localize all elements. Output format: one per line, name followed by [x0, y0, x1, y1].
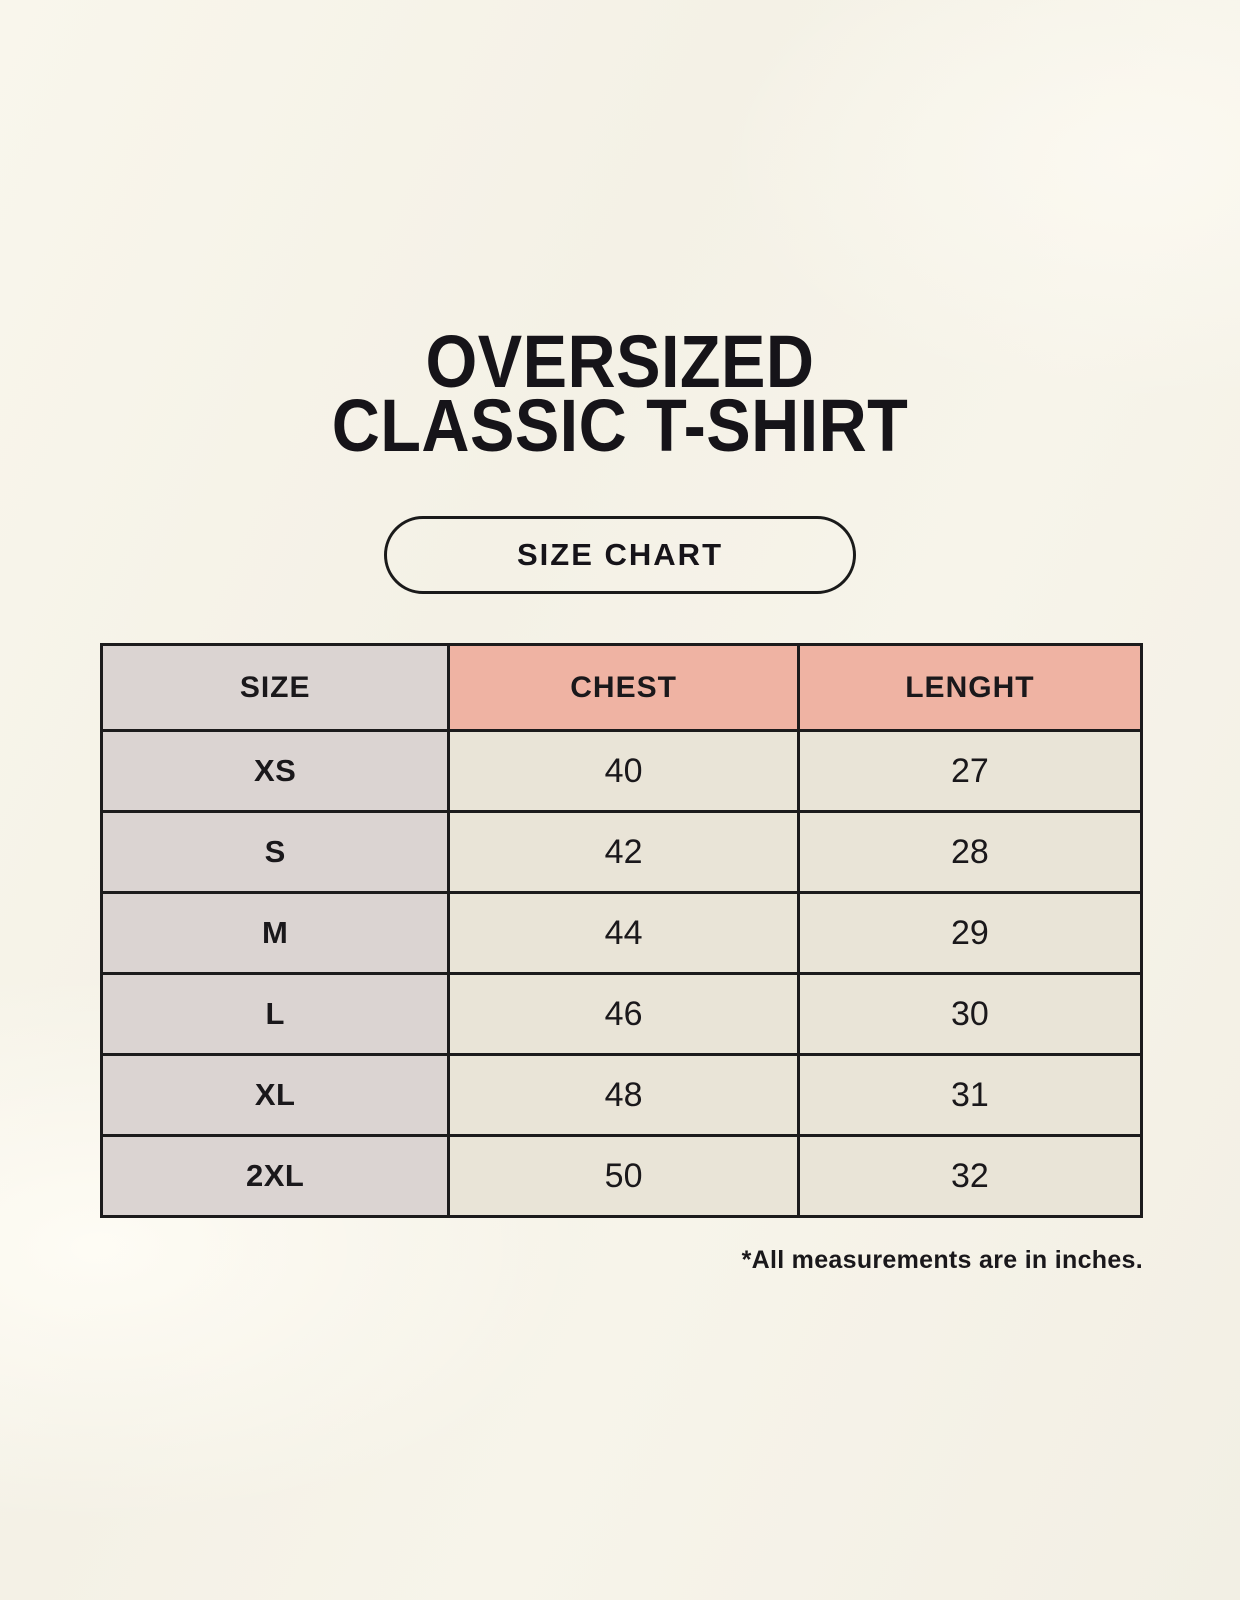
table-cell-size: L — [99, 972, 451, 1056]
table-cell-chest: 50 — [447, 1134, 800, 1218]
measurements-footnote: *All measurements are in inches. — [741, 1246, 1143, 1274]
table-cell-chest: 42 — [447, 810, 800, 894]
page-title: OVERSIZED CLASSIC T-SHIRT — [62, 320, 1178, 467]
table-header-size: SIZE — [99, 643, 451, 732]
table-cell-length: 28 — [796, 810, 1144, 894]
table-header-length: LENGHT — [796, 643, 1144, 732]
size-chart-table: SIZE CHEST LENGHT XS 40 27 S 42 28 M 44 … — [99, 643, 1144, 1218]
table-cell-chest: 40 — [447, 729, 800, 813]
table-row: XS 40 27 — [99, 729, 1144, 813]
table-row: S 42 28 — [99, 810, 1144, 894]
table-cell-chest: 44 — [447, 891, 800, 975]
table-row: 2XL 50 32 — [99, 1134, 1144, 1218]
table-cell-length: 30 — [796, 972, 1144, 1056]
table-header-chest: CHEST — [447, 643, 800, 732]
table-cell-size: M — [99, 891, 451, 975]
table-cell-length: 31 — [796, 1053, 1144, 1137]
table-cell-chest: 48 — [447, 1053, 800, 1137]
table-cell-size: 2XL — [99, 1134, 451, 1218]
table-row: L 46 30 — [99, 972, 1144, 1056]
table-row: XL 48 31 — [99, 1053, 1144, 1137]
table-cell-length: 27 — [796, 729, 1144, 813]
table-cell-length: 29 — [796, 891, 1144, 975]
table-cell-length: 32 — [796, 1134, 1144, 1218]
size-chart-button-label: SIZE CHART — [517, 537, 723, 572]
table-cell-size: XL — [99, 1053, 451, 1137]
table-cell-chest: 46 — [447, 972, 800, 1056]
table-row: M 44 29 — [99, 891, 1144, 975]
size-chart-button[interactable]: SIZE CHART — [384, 516, 856, 594]
page-title-line-2: CLASSIC T-SHIRT — [331, 384, 909, 467]
page-title-line-1: OVERSIZED — [425, 320, 815, 403]
table-cell-size: S — [99, 810, 451, 894]
table-cell-size: XS — [99, 729, 451, 813]
table-header-row: SIZE CHEST LENGHT — [99, 643, 1144, 732]
